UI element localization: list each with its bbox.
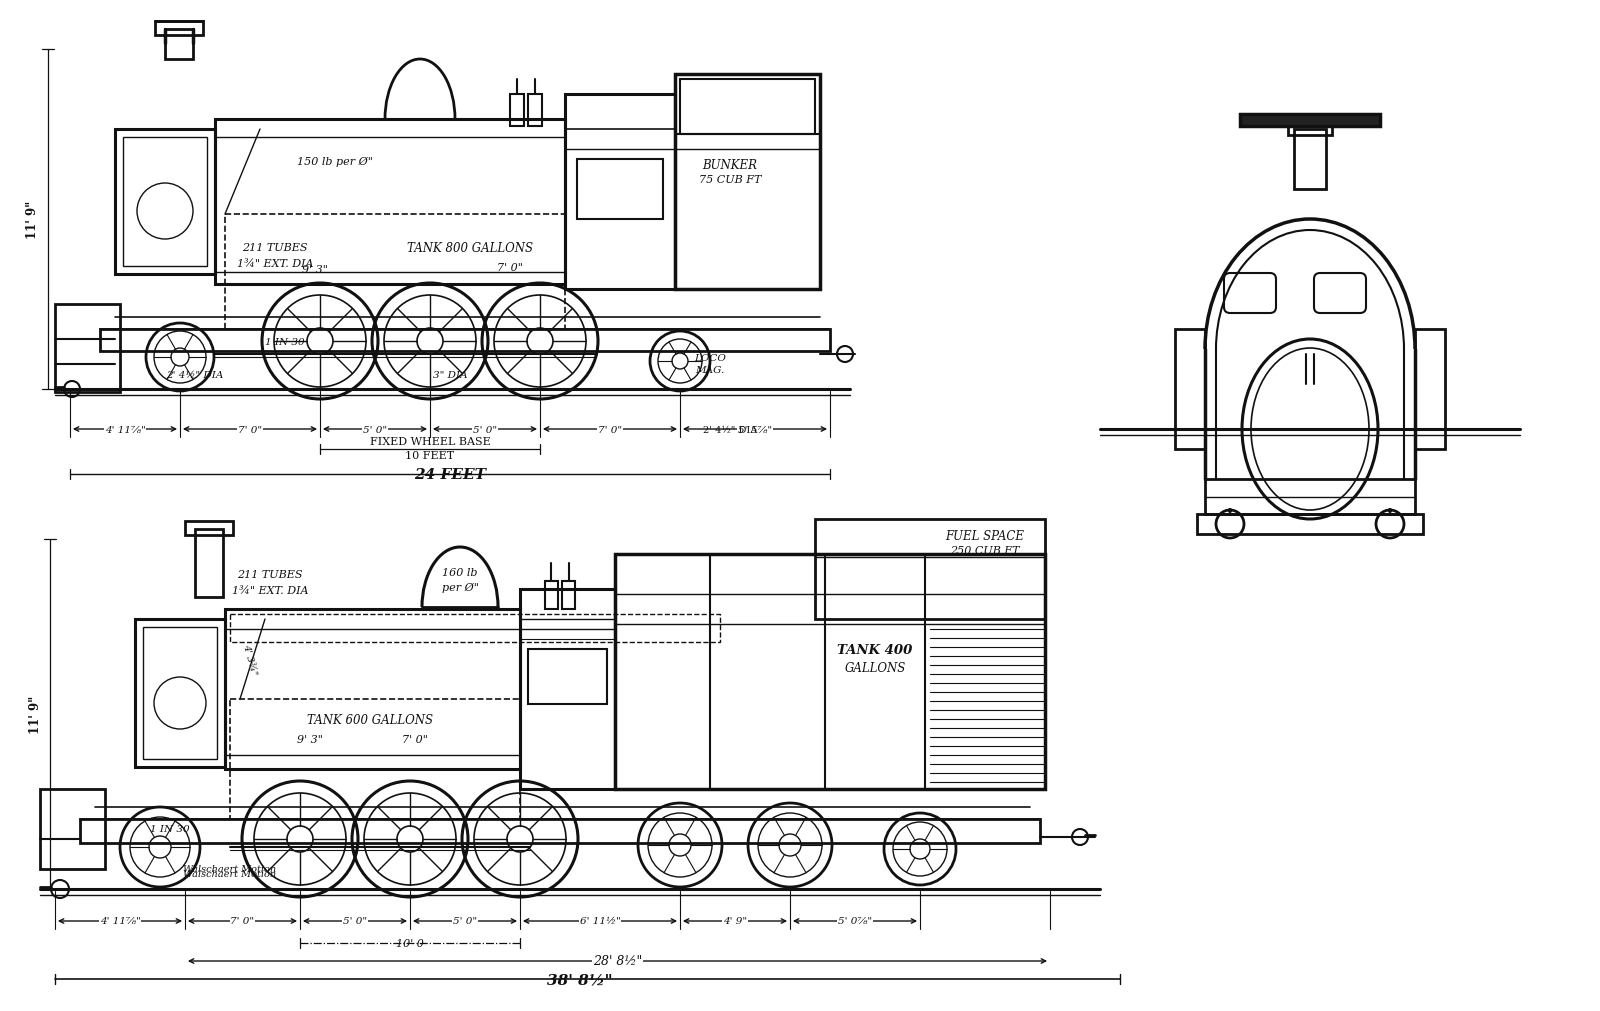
Bar	[165, 30, 194, 60]
Text: Walschaert Motion: Walschaert Motion	[184, 864, 277, 874]
Text: 28' 8½": 28' 8½"	[594, 954, 642, 968]
Text: TANK 800 GALLONS: TANK 800 GALLONS	[406, 242, 533, 254]
Text: 4' 9": 4' 9"	[723, 917, 747, 926]
Bar	[115, 129, 214, 275]
Text: 75 CUB FT: 75 CUB FT	[699, 175, 762, 185]
Bar	[1288, 124, 1331, 135]
Bar	[230, 700, 520, 819]
Bar	[1414, 330, 1445, 450]
Text: 160 lb: 160 lb	[442, 567, 478, 577]
Bar	[142, 628, 218, 759]
Bar	[1197, 515, 1422, 535]
Bar	[565, 95, 675, 290]
Bar	[186, 522, 234, 536]
Text: 11' 9": 11' 9"	[29, 696, 42, 733]
Text: BUNKER: BUNKER	[702, 159, 757, 171]
Text: 9' 3": 9' 3"	[298, 734, 323, 744]
Text: 5' 0": 5' 0"	[363, 425, 387, 434]
Bar	[226, 214, 565, 330]
Bar	[80, 819, 1040, 843]
Bar	[226, 610, 520, 769]
Bar	[1294, 129, 1326, 190]
Bar	[195, 530, 222, 598]
Bar	[675, 75, 821, 290]
Text: 1¾" EXT. DIA: 1¾" EXT. DIA	[232, 585, 309, 595]
Bar	[578, 160, 662, 219]
Text: per Ø": per Ø"	[442, 582, 478, 592]
Bar	[40, 790, 106, 869]
Bar	[528, 649, 606, 705]
Text: 5' 0": 5' 0"	[342, 917, 366, 926]
Bar	[520, 589, 614, 790]
Text: 5' 5⅞": 5' 5⅞"	[738, 425, 773, 434]
Bar	[1240, 115, 1379, 126]
Text: 3" DIA: 3" DIA	[432, 370, 467, 379]
Bar	[155, 22, 203, 36]
Text: MAG.: MAG.	[696, 365, 725, 374]
Text: 9' 3": 9' 3"	[302, 265, 328, 275]
Text: 5' 0": 5' 0"	[453, 917, 477, 926]
Text: 5' 0⅞": 5' 0⅞"	[838, 917, 872, 926]
Bar	[814, 520, 1045, 620]
Text: FUEL SPACE: FUEL SPACE	[946, 529, 1024, 542]
Text: FIXED WHEEL BASE: FIXED WHEEL BASE	[370, 437, 490, 447]
Text: 10 FEET: 10 FEET	[405, 451, 454, 461]
Bar	[546, 581, 558, 610]
Text: 7' 0": 7' 0"	[402, 734, 427, 744]
Bar	[134, 620, 226, 767]
Text: 24 FEET: 24 FEET	[414, 467, 486, 481]
Text: 150 lb per Ø": 150 lb per Ø"	[298, 157, 373, 167]
Text: Walschaert Motion: Walschaert Motion	[184, 869, 277, 879]
Text: 10' 0: 10' 0	[397, 938, 424, 948]
Text: 38' 8½": 38' 8½"	[547, 972, 613, 986]
Text: 1¾" EXT. DIA: 1¾" EXT. DIA	[237, 259, 314, 269]
Text: 5' 0": 5' 0"	[474, 425, 498, 434]
Bar	[54, 304, 120, 392]
Bar	[1174, 330, 1205, 450]
Text: GALLONS: GALLONS	[845, 661, 906, 674]
Text: 6' 11½": 6' 11½"	[579, 917, 621, 926]
Text: 7' 0": 7' 0"	[598, 425, 622, 434]
Bar	[614, 554, 1045, 790]
Text: 7' 0": 7' 0"	[230, 917, 254, 926]
Text: 4' 3¾": 4' 3¾"	[242, 643, 259, 676]
Text: 4' 11⅞": 4' 11⅞"	[99, 917, 141, 926]
Bar	[1205, 479, 1414, 515]
Bar	[680, 80, 814, 134]
Bar	[230, 615, 720, 642]
Bar	[528, 95, 542, 126]
Text: 4' 11⅞": 4' 11⅞"	[104, 425, 146, 434]
Text: 211 TUBES: 211 TUBES	[237, 569, 302, 579]
Text: 1 IN 30: 1 IN 30	[150, 825, 190, 834]
Text: 7' 0": 7' 0"	[498, 263, 523, 273]
Text: 2' 4½" DIA: 2' 4½" DIA	[166, 370, 224, 379]
Text: 211 TUBES: 211 TUBES	[242, 243, 307, 253]
Bar	[214, 120, 565, 285]
Text: TANK 600 GALLONS: TANK 600 GALLONS	[307, 713, 434, 726]
Bar	[101, 330, 830, 352]
Bar	[562, 581, 574, 610]
Text: 250 CUB FT: 250 CUB FT	[950, 546, 1019, 555]
Text: LOCO: LOCO	[694, 353, 726, 362]
Text: 11' 9": 11' 9"	[26, 200, 38, 239]
Bar	[510, 95, 525, 126]
Text: TANK 400: TANK 400	[837, 643, 912, 656]
Text: 2' 4½" DIA: 2' 4½" DIA	[702, 425, 757, 434]
Text: 7' 0": 7' 0"	[238, 425, 262, 434]
Text: 1 IN 30: 1 IN 30	[266, 337, 306, 346]
Bar	[123, 137, 206, 267]
